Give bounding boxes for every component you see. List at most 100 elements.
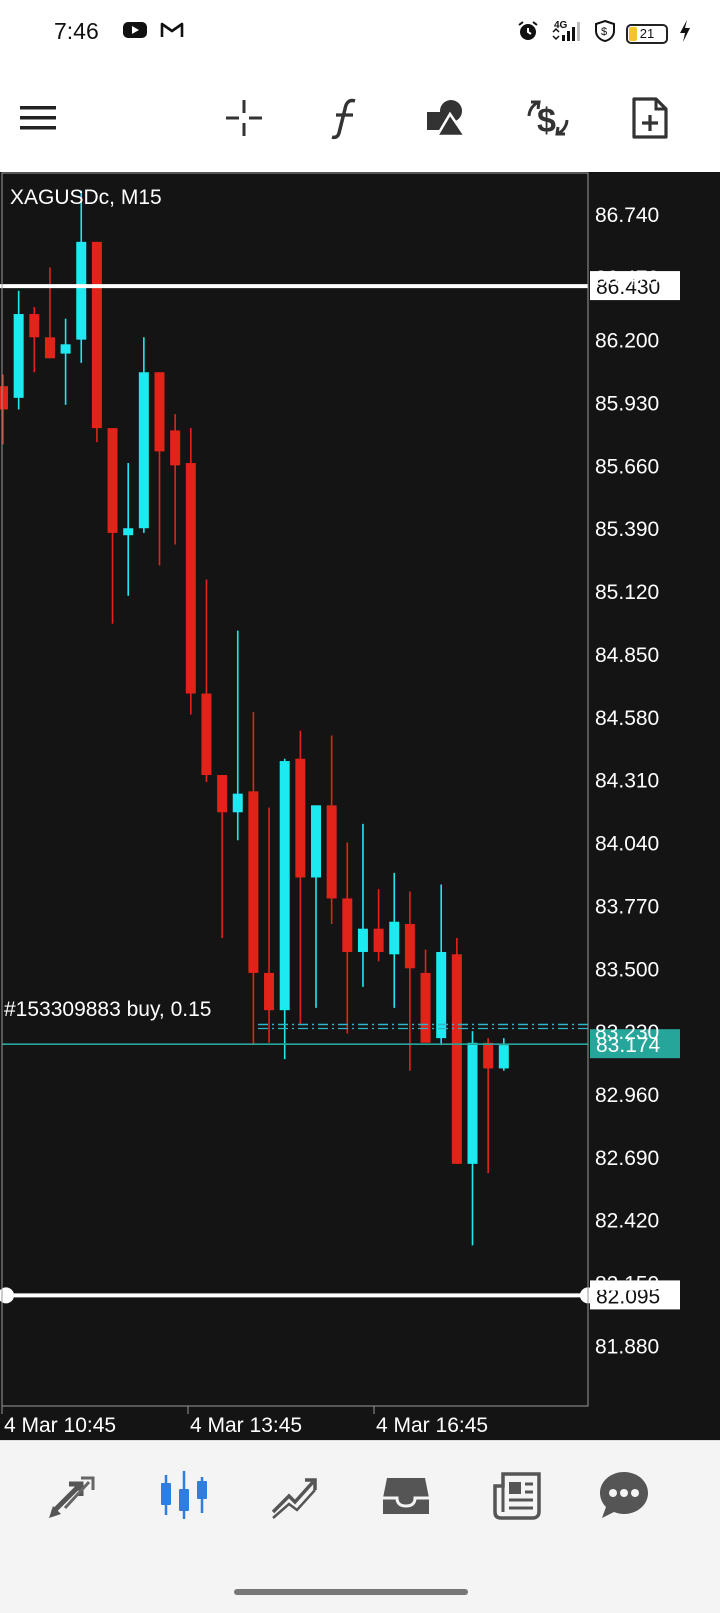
indicators-icon xyxy=(331,98,356,140)
level-price-label: 86.430 xyxy=(596,276,660,299)
battery-level: 21 xyxy=(639,25,655,41)
price-tick-label: 85.120 xyxy=(595,581,659,604)
nav-chart[interactable] xyxy=(152,1465,216,1525)
candle-body xyxy=(0,386,8,410)
trade-button[interactable]: $ xyxy=(520,90,576,146)
chat-bubble-icon xyxy=(600,1472,648,1518)
bid-price-tag xyxy=(590,1029,680,1059)
candle xyxy=(279,758,290,1060)
candle-body xyxy=(107,428,118,533)
menu-icon xyxy=(20,106,56,130)
bottom-navigation xyxy=(0,1440,720,1613)
candle xyxy=(357,823,368,987)
price-tick-label: 84.850 xyxy=(595,644,659,667)
home-indicator[interactable] xyxy=(234,1589,468,1595)
candle xyxy=(342,842,353,1034)
objects-button[interactable] xyxy=(418,90,474,146)
quotes-arrows-icon xyxy=(49,1476,95,1518)
candle xyxy=(60,318,71,405)
candle-body xyxy=(170,430,181,466)
candle xyxy=(44,267,55,359)
candle xyxy=(420,949,431,1043)
battery-icon: 21 xyxy=(626,23,668,44)
price-tick-label: 84.040 xyxy=(595,833,659,856)
candlestick-chart-icon xyxy=(161,1471,207,1519)
price-chart[interactable]: 83.174 86.430 82.095 86.740 86.470 86.200 85.… xyxy=(0,172,720,1440)
candle xyxy=(138,337,149,533)
plot-frame xyxy=(1,172,589,1407)
candle-body xyxy=(123,528,134,536)
candles-layer xyxy=(0,190,509,1246)
candle-body xyxy=(264,972,275,1011)
candle-body xyxy=(373,928,384,952)
menu-button[interactable] xyxy=(10,90,66,146)
level-handle-left[interactable] xyxy=(0,1287,14,1304)
status-right-icons: 4G $ 21 xyxy=(516,18,692,49)
candle xyxy=(170,414,181,545)
candle xyxy=(201,579,212,783)
candle-body xyxy=(295,758,306,878)
candle xyxy=(404,891,415,1071)
candle-body xyxy=(420,972,431,1043)
candle-body xyxy=(60,344,71,354)
candle xyxy=(326,735,337,925)
nav-messages[interactable] xyxy=(592,1465,656,1525)
candle xyxy=(373,889,384,962)
level-price-label: 82.095 xyxy=(596,1285,660,1308)
shield-dollar-icon: $ xyxy=(594,19,616,48)
price-tick-label: 82.150 xyxy=(595,1273,659,1296)
price-axis: 86.740 86.470 86.200 85.930 85.660 85.390 85.1… xyxy=(1,172,659,1407)
candle-body xyxy=(404,924,415,969)
candle xyxy=(217,775,228,939)
signal-4g-icon: 4G xyxy=(550,18,584,49)
price-tick-label: 82.420 xyxy=(595,1210,659,1233)
candle-body xyxy=(138,372,149,529)
price-tick-label: 86.740 xyxy=(595,204,659,227)
crosshair-button[interactable] xyxy=(216,90,272,146)
price-tick-label: 86.200 xyxy=(595,330,659,353)
charging-icon xyxy=(678,19,692,48)
price-tick-label: 84.310 xyxy=(595,770,659,793)
indicators-button[interactable] xyxy=(317,90,373,146)
trade-trend-icon xyxy=(271,1478,317,1519)
candle xyxy=(311,805,321,1008)
candle xyxy=(467,1031,478,1246)
candle xyxy=(232,630,243,841)
nav-quotes[interactable] xyxy=(40,1465,104,1525)
candle xyxy=(451,938,462,1164)
candle-body xyxy=(154,372,165,452)
nav-trade[interactable] xyxy=(262,1465,326,1525)
candle-body xyxy=(279,761,290,1011)
inbox-history-icon xyxy=(383,1478,429,1514)
new-order-button[interactable] xyxy=(622,90,678,146)
nav-history[interactable] xyxy=(374,1465,438,1525)
price-tick-label: 84.580 xyxy=(595,707,659,730)
status-time: 7:46 xyxy=(54,18,99,44)
candle xyxy=(389,872,400,1008)
candle-body xyxy=(201,693,212,776)
symbol-timeframe-label: XAGUSDc, M15 xyxy=(10,186,162,209)
candle-body xyxy=(467,1042,478,1164)
candle xyxy=(185,428,196,715)
chart-toolbar: $ xyxy=(0,64,720,173)
chart-canvas[interactable]: 83.174 86.430 82.095 86.740 86.470 86.200 85.… xyxy=(0,172,720,1440)
candle-body xyxy=(483,1042,494,1069)
price-tick-label: 83.230 xyxy=(595,1021,659,1044)
candle xyxy=(107,428,118,624)
candle-body xyxy=(248,791,259,973)
nav-news[interactable] xyxy=(486,1465,550,1525)
candle-body xyxy=(436,951,447,1039)
candle xyxy=(154,372,165,566)
price-tick-label: 86.470 xyxy=(595,267,659,290)
order-position-label[interactable]: #153309883 buy, 0.15 xyxy=(4,998,212,1021)
price-tick-label: 85.930 xyxy=(595,393,659,416)
level-price-tag xyxy=(590,271,680,301)
time-tick-label: 4 Mar 16:45 xyxy=(376,1414,488,1437)
candle xyxy=(498,1038,509,1071)
network-type: 4G xyxy=(554,20,568,31)
candle xyxy=(0,374,8,445)
time-axis: 4 Mar 10:45 4 Mar 13:45 4 Mar 16:45 xyxy=(1,1406,488,1437)
svg-text:$: $ xyxy=(601,26,607,38)
trade-icon: $ xyxy=(527,100,569,140)
candle-body xyxy=(217,775,228,813)
